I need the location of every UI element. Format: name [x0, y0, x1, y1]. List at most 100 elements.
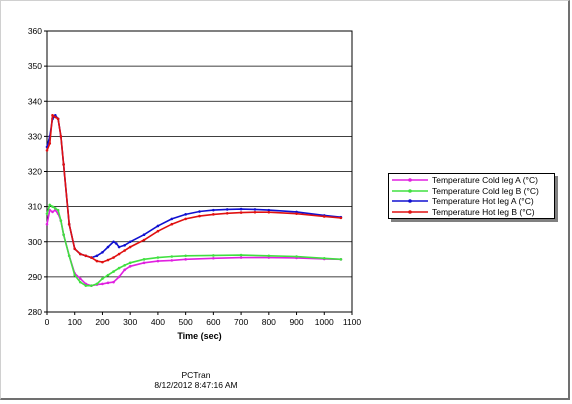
series-0-point-0	[45, 222, 49, 226]
y-tick-label-340: 340	[28, 96, 42, 106]
series-0-point-16	[117, 275, 121, 279]
series-1-point-10	[84, 284, 88, 287]
series-0-point-15	[112, 280, 115, 284]
legend-swatch-3	[392, 209, 428, 214]
series-3-point-17	[123, 249, 126, 252]
x-tick-label-900: 900	[289, 317, 303, 327]
series-2-point-28	[253, 208, 257, 211]
series-3-point-3	[54, 115, 57, 119]
x-tick-label-200: 200	[95, 317, 109, 327]
series-3-point-2	[51, 114, 54, 117]
series-1-point-5	[59, 219, 63, 222]
y-tick-label-360: 360	[28, 26, 42, 36]
series-3-point-6	[62, 163, 65, 166]
y-tick-label-330: 330	[28, 131, 42, 141]
legend-swatch-1	[392, 188, 428, 193]
x-tick-label-1100: 1100	[343, 317, 362, 327]
series-3-point-16	[117, 252, 121, 256]
series-3-point-23	[198, 214, 201, 218]
x-tick-label-1000: 1000	[315, 317, 334, 327]
series-2-point-16	[115, 242, 118, 245]
series-3-point-5	[59, 135, 63, 138]
series-1-point-27	[322, 256, 326, 260]
series-2-point-24	[198, 210, 201, 213]
series-2-point-19	[128, 240, 132, 244]
series-0-point-13	[101, 282, 104, 286]
legend-swatch-2	[392, 199, 428, 204]
series-3-point-12	[95, 259, 99, 263]
series-0-point-17	[123, 268, 126, 272]
footer: PCTran 8/12/2012 8:47:16 AM	[131, 370, 261, 390]
series-2-point-26	[225, 208, 229, 211]
series-line-3	[46, 113, 341, 263]
legend-label-2: Temperature Hot leg A (°C)	[432, 196, 534, 207]
series-3-point-30	[322, 215, 326, 218]
series-3-point-14	[106, 258, 110, 262]
series-1-point-19	[142, 258, 146, 261]
series-1-point-24	[239, 253, 243, 257]
series-1-point-2	[51, 205, 54, 208]
series-0-point-24	[239, 256, 243, 259]
line-chart: 280 290 300 310 320 330 340 350 360 0 100 200 300 400…	[28, 26, 362, 341]
series-1-point-7	[67, 254, 71, 258]
x-tick-label-400: 400	[151, 317, 165, 327]
series-2-point-21	[156, 224, 160, 228]
y-tick-label-350: 350	[28, 61, 42, 71]
series-1-point-28	[339, 258, 343, 261]
series-2-point-12	[95, 254, 99, 258]
series-2-point-14	[106, 245, 110, 249]
series-1-point-8	[73, 273, 77, 277]
y-tick-label-310: 310	[28, 202, 42, 212]
series-2-point-20	[142, 233, 146, 237]
series-0-point-9	[78, 277, 82, 280]
x-tick-label-300: 300	[123, 317, 137, 327]
series-3-point-4	[56, 117, 60, 121]
series-1-point-11	[90, 284, 93, 287]
series-3-point-1	[48, 142, 52, 145]
series-2-point-25	[212, 208, 215, 212]
series-0-point-19	[142, 261, 146, 265]
series-2-point-15	[112, 240, 115, 244]
legend-label-0: Temperature Cold leg A (°C)	[432, 175, 538, 186]
series-3-point-0	[45, 149, 49, 152]
series-2-point-23	[184, 213, 187, 216]
series-0-point-23	[212, 256, 215, 260]
series-3-point-8	[73, 247, 77, 251]
series-1-point-0	[45, 212, 49, 215]
series-1-point-20	[156, 256, 160, 259]
series-1-point-23	[212, 254, 215, 257]
plot-panel: 280 290 300 310 320 330 340 350 360 0 100 200 300 400…	[11, 11, 372, 341]
legend-label-3: Temperature Hot leg B (°C)	[432, 206, 535, 217]
series-1-point-21	[170, 255, 174, 258]
series-1-point-9	[78, 280, 82, 284]
series-3-point-19	[142, 238, 146, 242]
series-3-point-27	[253, 210, 257, 214]
series-2-point-29	[267, 208, 271, 212]
series-3-point-11	[90, 256, 93, 259]
series-1-point-6	[62, 233, 65, 237]
series-0-point-21	[170, 259, 174, 262]
series-1-point-4	[56, 208, 60, 212]
y-tick-label-280: 280	[28, 307, 42, 317]
series-1-point-1	[48, 203, 52, 207]
series-1-point-25	[267, 254, 271, 258]
series-3-point-20	[156, 229, 160, 233]
y-tick-label-300: 300	[28, 237, 42, 247]
x-tick-label-100: 100	[68, 317, 82, 327]
series-1-point-22	[184, 254, 187, 258]
series-1-point-26	[295, 255, 298, 258]
series-0-point-20	[156, 259, 160, 263]
legend-label-1: Temperature Cold leg B (°C)	[432, 185, 539, 196]
x-axis-label: Time (sec)	[177, 331, 221, 341]
x-tick-label-600: 600	[206, 317, 220, 327]
series-3-point-18	[128, 245, 132, 249]
series-3-point-22	[184, 217, 187, 221]
series-2-point-17	[117, 245, 121, 249]
series-3-point-28	[267, 210, 271, 214]
legend: Temperature Cold leg A (°C) Temperature C…	[388, 173, 555, 219]
series-3-point-29	[295, 212, 298, 215]
series-0-point-14	[106, 281, 110, 285]
series-1-point-15	[112, 270, 115, 273]
series-3-point-13	[101, 260, 104, 264]
